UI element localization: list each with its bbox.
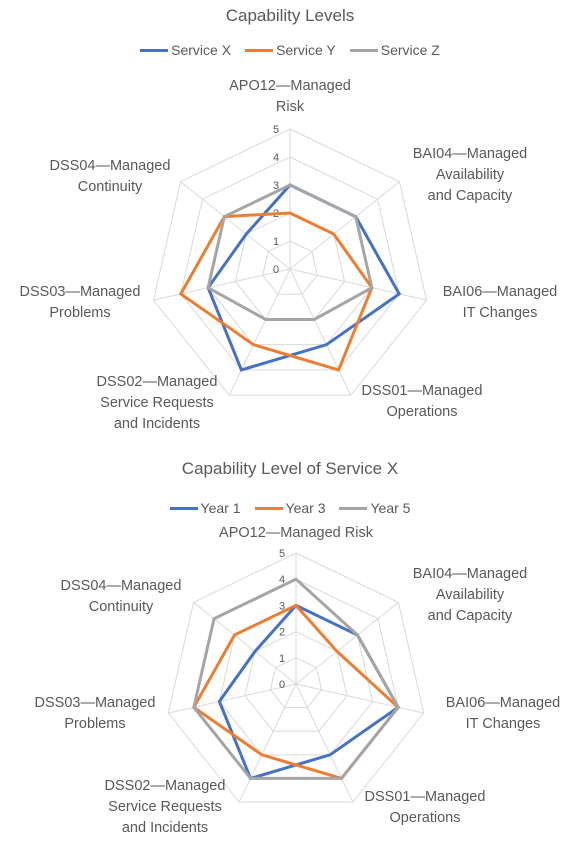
- tick-label: 1: [279, 653, 285, 665]
- axis-spoke: [193, 601, 297, 685]
- axis-spoke: [228, 268, 291, 396]
- legend-label: Service X: [171, 42, 232, 58]
- axis-spoke: [295, 601, 399, 685]
- tick-label: 0: [279, 679, 285, 691]
- legend-label: Year 3: [285, 500, 326, 516]
- chart-title: Capability Levels: [225, 6, 355, 25]
- category-label-bai04: BAI04—Managed Availability and Capacity: [413, 146, 527, 204]
- category-label-bai06: BAI06—Managed IT Changes: [443, 284, 557, 321]
- category-label-dss03: DSS03—Managed Problems: [35, 695, 156, 732]
- legend-item-service-z: Service Z: [349, 42, 440, 58]
- tick-label: 1: [273, 236, 279, 248]
- tick-label: 4: [273, 152, 279, 164]
- tick-label: 2: [279, 627, 285, 639]
- axis-spoke: [153, 268, 291, 301]
- legend-item-service-x: Service X: [140, 42, 231, 58]
- category-label-dss03: DSS03—Managed Problems: [20, 284, 141, 321]
- axis-spoke: [238, 683, 297, 803]
- legend-swatch: [140, 48, 169, 52]
- legend-label: Year 1: [200, 500, 241, 516]
- axis-spoke: [289, 181, 400, 270]
- axis-spoke: [289, 268, 427, 301]
- legend-item-year-3: Year 3: [254, 500, 326, 516]
- category-label-apo12: APO12—Managed Risk: [219, 525, 374, 541]
- tick-label: 0: [273, 264, 279, 276]
- category-label-dss01: DSS01—Managed Operations: [365, 789, 486, 826]
- legend-label: Service Y: [276, 42, 336, 58]
- axis-spoke: [180, 181, 291, 270]
- category-label-apo12: APO12—Managed Risk: [229, 78, 351, 115]
- legend-swatch: [339, 506, 368, 510]
- chart-title: Capability Level of Service X: [181, 459, 399, 478]
- tick-label: 5: [273, 124, 279, 136]
- category-label-bai06: BAI06—Managed IT Changes: [446, 695, 560, 732]
- chart-legend: Year 1 Year 3 Year 5: [0, 500, 580, 516]
- legend-swatch: [254, 506, 283, 510]
- axis-spoke: [295, 683, 354, 803]
- category-label-dss02: DSS02—Managed Service Requests and Inciden…: [97, 374, 218, 432]
- legend-item-year-1: Year 1: [169, 500, 241, 516]
- series-line-service-z: [206, 183, 374, 321]
- gridline-level-1: [262, 240, 318, 295]
- gridline-level-3: [218, 604, 374, 756]
- legend-item-year-5: Year 5: [339, 500, 410, 516]
- series-line-service-x: [206, 183, 402, 372]
- legend-item-service-y: Service Y: [245, 42, 336, 58]
- series-line-year-3: [191, 603, 401, 781]
- legend-swatch: [245, 48, 274, 52]
- axis-spoke: [289, 268, 352, 396]
- gridline-level-1: [269, 657, 323, 709]
- tick-label: 4: [279, 574, 285, 586]
- category-label-dss04: DSS04—Managed Continuity: [50, 158, 171, 195]
- legend-label: Year 5: [370, 500, 411, 516]
- series-line-year-5: [192, 577, 400, 780]
- gridline-level-5: [167, 552, 425, 803]
- legend-swatch: [169, 506, 198, 510]
- axis-spoke: [295, 683, 424, 714]
- legend-label: Service Z: [380, 42, 440, 58]
- gridline-level-5: [152, 128, 428, 396]
- category-label-bai04: BAI04—Managed Availability and Capacity: [413, 566, 527, 624]
- series-line-service-y: [178, 211, 374, 372]
- axis-spoke: [168, 683, 297, 714]
- tick-label: 3: [273, 180, 279, 192]
- category-label-dss04: DSS04—Managed Continuity: [61, 578, 182, 615]
- legend-swatch: [349, 48, 378, 52]
- chart-legend: Service X Service Y Service Z: [0, 42, 580, 58]
- category-label-dss01: DSS01—Managed Operations: [362, 383, 483, 420]
- tick-label: 3: [279, 600, 285, 612]
- gridline-level-4: [180, 156, 400, 371]
- tick-label: 5: [279, 548, 285, 560]
- gridline-level-2: [244, 631, 348, 732]
- category-label-dss02: DSS02—Managed Service Requests and Inciden…: [105, 778, 226, 836]
